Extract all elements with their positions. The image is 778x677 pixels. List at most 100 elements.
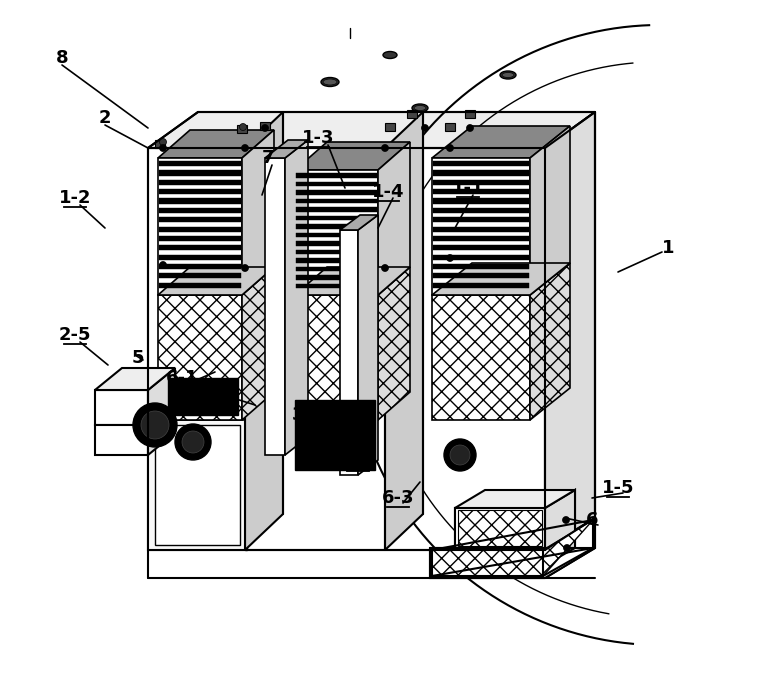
Ellipse shape: [414, 106, 426, 110]
Polygon shape: [433, 236, 529, 241]
Text: 5: 5: [131, 349, 144, 367]
Polygon shape: [159, 255, 241, 260]
Polygon shape: [265, 140, 308, 158]
Polygon shape: [95, 425, 148, 455]
Polygon shape: [159, 236, 241, 241]
Polygon shape: [445, 123, 455, 131]
Polygon shape: [433, 255, 529, 260]
Polygon shape: [296, 275, 377, 280]
Polygon shape: [148, 403, 175, 455]
Polygon shape: [159, 171, 241, 175]
Text: 1-3: 1-3: [302, 129, 335, 147]
Polygon shape: [430, 518, 595, 578]
Text: 6-2: 6-2: [342, 453, 374, 471]
Polygon shape: [530, 263, 570, 420]
Polygon shape: [433, 171, 529, 175]
Polygon shape: [296, 215, 377, 220]
Circle shape: [159, 261, 166, 269]
Ellipse shape: [321, 77, 339, 87]
Circle shape: [133, 403, 177, 447]
Polygon shape: [340, 230, 358, 475]
Polygon shape: [296, 224, 377, 229]
Text: 1-4: 1-4: [372, 183, 405, 201]
Polygon shape: [432, 126, 570, 158]
Polygon shape: [296, 241, 377, 246]
Circle shape: [141, 411, 169, 439]
Polygon shape: [260, 122, 270, 130]
Ellipse shape: [502, 72, 514, 77]
Polygon shape: [432, 263, 570, 295]
Polygon shape: [95, 390, 148, 425]
Polygon shape: [148, 368, 175, 425]
Polygon shape: [296, 173, 377, 177]
Text: 6: 6: [586, 511, 598, 529]
Circle shape: [314, 432, 346, 464]
Polygon shape: [433, 264, 529, 269]
Polygon shape: [433, 161, 529, 166]
Polygon shape: [155, 425, 240, 545]
Polygon shape: [433, 189, 529, 194]
Polygon shape: [148, 112, 595, 148]
Polygon shape: [358, 215, 378, 475]
Polygon shape: [245, 112, 283, 550]
Polygon shape: [385, 112, 423, 550]
Text: 3: 3: [292, 406, 304, 424]
Polygon shape: [237, 125, 247, 133]
Circle shape: [240, 123, 247, 131]
Polygon shape: [158, 158, 242, 295]
Polygon shape: [432, 158, 530, 295]
Polygon shape: [296, 207, 377, 212]
Polygon shape: [159, 198, 241, 204]
Text: 1: 1: [662, 239, 675, 257]
Circle shape: [159, 139, 166, 146]
Circle shape: [447, 144, 454, 152]
Polygon shape: [159, 245, 241, 250]
Polygon shape: [433, 282, 529, 288]
Polygon shape: [245, 148, 247, 550]
Text: 1-5: 1-5: [601, 479, 634, 497]
Circle shape: [159, 144, 166, 152]
Polygon shape: [455, 508, 545, 548]
Polygon shape: [407, 110, 417, 118]
Polygon shape: [458, 510, 542, 546]
Polygon shape: [296, 267, 377, 271]
Polygon shape: [242, 130, 274, 295]
Polygon shape: [159, 264, 241, 269]
Ellipse shape: [412, 104, 428, 112]
Polygon shape: [285, 140, 308, 455]
Polygon shape: [296, 181, 377, 186]
Polygon shape: [296, 198, 377, 203]
Polygon shape: [433, 227, 529, 232]
Polygon shape: [378, 267, 410, 420]
Circle shape: [381, 144, 388, 152]
Polygon shape: [265, 158, 285, 455]
Polygon shape: [433, 274, 529, 278]
Polygon shape: [530, 126, 570, 295]
Polygon shape: [545, 490, 575, 548]
Polygon shape: [148, 420, 245, 550]
Polygon shape: [295, 400, 375, 470]
Polygon shape: [385, 123, 395, 131]
Circle shape: [467, 125, 474, 131]
Polygon shape: [159, 208, 241, 213]
Circle shape: [562, 517, 569, 523]
Circle shape: [422, 125, 429, 131]
Polygon shape: [159, 217, 241, 222]
Polygon shape: [296, 250, 377, 254]
Circle shape: [241, 144, 248, 152]
Text: 2: 2: [99, 109, 111, 127]
Text: 2-5: 2-5: [59, 326, 91, 344]
Polygon shape: [158, 295, 242, 420]
Text: 4: 4: [222, 384, 234, 402]
Polygon shape: [159, 161, 241, 166]
Polygon shape: [378, 142, 410, 295]
Polygon shape: [242, 267, 274, 420]
Circle shape: [241, 265, 248, 271]
Text: 8: 8: [56, 49, 68, 67]
Circle shape: [450, 445, 470, 465]
Text: 1-1: 1-1: [452, 179, 484, 197]
Polygon shape: [433, 245, 529, 250]
Polygon shape: [432, 295, 530, 420]
Text: 6-3: 6-3: [382, 489, 414, 507]
Circle shape: [563, 544, 570, 552]
